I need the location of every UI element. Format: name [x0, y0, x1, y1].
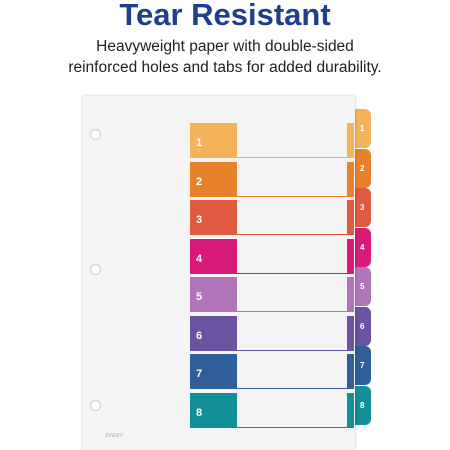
- tab-8: 8: [355, 386, 371, 425]
- row-underline: [237, 311, 347, 312]
- row-underline: [237, 273, 347, 274]
- row-edge-marker: [347, 239, 354, 274]
- row-edge-marker: [347, 162, 354, 197]
- row-label-block-5: 5: [190, 277, 237, 312]
- row-label-block-3: 3: [190, 200, 237, 235]
- tab-2: 2: [355, 149, 371, 188]
- punch-hole-middle: [90, 264, 101, 275]
- tab-1: 1: [355, 109, 371, 148]
- tab-7: 7: [355, 346, 371, 385]
- row-underline: [237, 388, 347, 389]
- row-edge-marker: [347, 316, 354, 351]
- row-underline: [237, 350, 347, 351]
- row-edge-marker: [347, 123, 354, 158]
- tab-4: 4: [355, 228, 371, 267]
- row-underline: [237, 196, 347, 197]
- row-underline: [237, 157, 347, 158]
- tab-3: 3: [355, 188, 371, 227]
- row-label-block-7: 7: [190, 354, 237, 389]
- punch-hole-top: [90, 129, 101, 140]
- subtext-line-2: reinforced holes and tabs for added dura…: [68, 59, 382, 76]
- row-label-block-4: 4: [190, 239, 237, 274]
- row-edge-marker: [347, 393, 354, 428]
- row-edge-marker: [347, 354, 354, 389]
- row-edge-marker: [347, 200, 354, 235]
- subtext: Heavyweight paper with double-sided rein…: [0, 36, 450, 78]
- row-label-block-8: 8: [190, 393, 237, 428]
- row-label-block-6: 6: [190, 316, 237, 351]
- subtext-line-1: Heavyweight paper with double-sided: [96, 38, 354, 55]
- tab-5: 5: [355, 267, 371, 306]
- punch-hole-bottom: [90, 400, 101, 411]
- row-label-block-1: 1: [190, 123, 237, 158]
- row-edge-marker: [347, 277, 354, 312]
- row-underline: [237, 234, 347, 235]
- brand-mark: AVERY: [105, 433, 124, 439]
- tab-6: 6: [355, 307, 371, 346]
- row-underline: [237, 427, 347, 428]
- row-label-block-2: 2: [190, 162, 237, 197]
- headline: Tear Resistant: [119, 0, 331, 32]
